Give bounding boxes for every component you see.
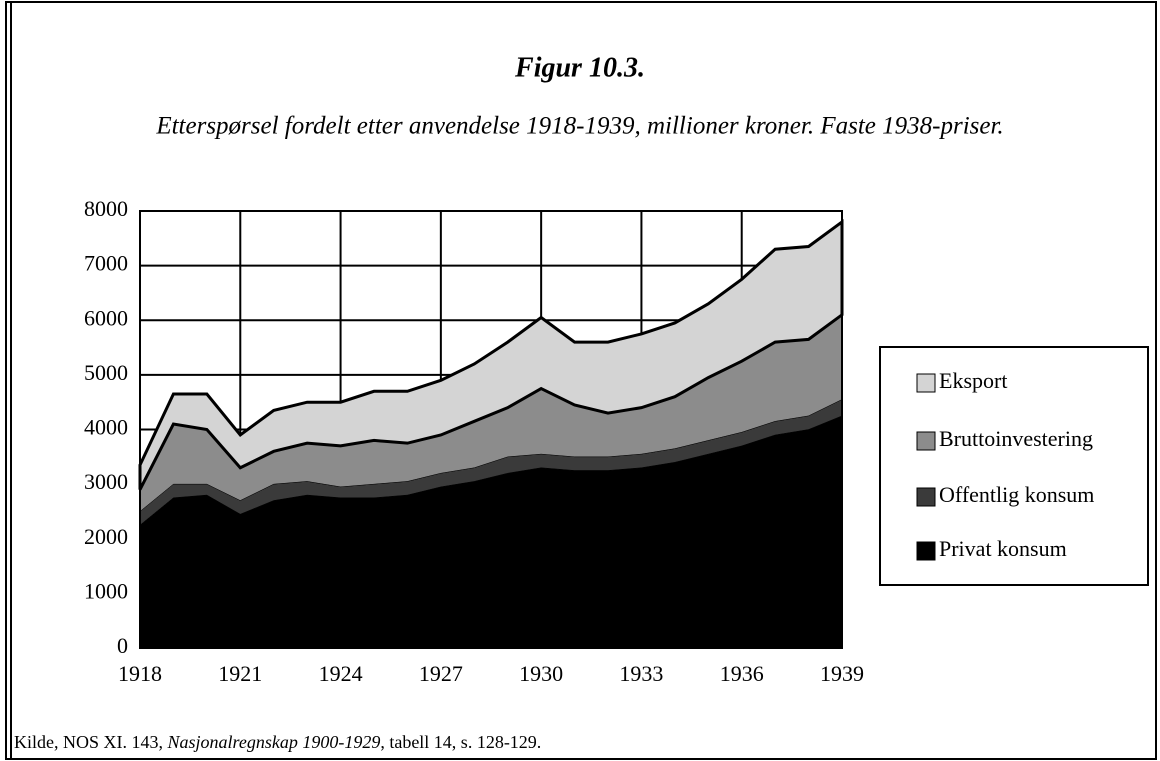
- y-tick-label: 8000: [84, 196, 128, 221]
- y-tick-label: 1000: [84, 578, 128, 603]
- y-tick-label: 0: [117, 633, 128, 658]
- x-tick-label: 1936: [720, 661, 764, 686]
- y-tick-label: 6000: [84, 305, 128, 330]
- legend-label: Eksport: [939, 368, 1007, 393]
- x-tick-label: 1927: [419, 661, 463, 686]
- legend-label: Offentlig konsum: [939, 482, 1094, 507]
- legend-swatch: [916, 431, 936, 451]
- legend-label: Bruttoinvestering: [939, 426, 1093, 451]
- legend-swatch: [916, 487, 936, 507]
- x-tick-label: 1924: [319, 661, 363, 686]
- chart-subtitle: Etterspørsel fordelt etter anvendelse 19…: [155, 113, 1003, 140]
- y-tick-label: 3000: [84, 469, 128, 494]
- plot-border: [139, 210, 843, 649]
- y-tick-label: 5000: [84, 360, 128, 385]
- x-tick-label: 1921: [218, 661, 262, 686]
- chart-title: Figur 10.3.: [514, 52, 645, 83]
- frame: [5, 1, 1157, 760]
- x-tick-label: 1939: [820, 661, 864, 686]
- source-note: Kilde, NOS XI. 143, Nasjonalregnskap 190…: [14, 732, 541, 752]
- legend-swatch: [916, 373, 936, 393]
- source-part: , tabell 14, s. 128-129.: [380, 732, 541, 752]
- legend-label: Privat konsum: [939, 536, 1067, 561]
- source-part: Nasjonalregnskap 1900-1929: [167, 732, 381, 752]
- y-tick-label: 7000: [84, 251, 128, 276]
- legend-swatch: [916, 541, 936, 561]
- y-tick-label: 2000: [84, 524, 128, 549]
- x-tick-label: 1933: [619, 661, 663, 686]
- y-tick-label: 4000: [84, 415, 128, 440]
- source-part: Kilde, NOS XI. 143,: [14, 732, 168, 752]
- x-tick-label: 1930: [519, 661, 563, 686]
- x-tick-label: 1918: [118, 661, 162, 686]
